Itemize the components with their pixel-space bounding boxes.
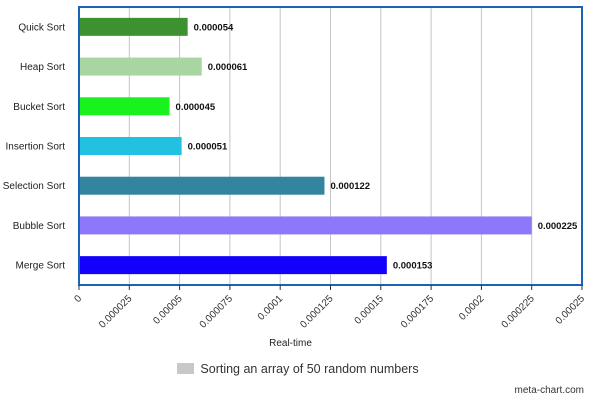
category-label: Merge Sort bbox=[16, 261, 66, 272]
value-label: 0.000054 bbox=[194, 22, 234, 33]
x-tick-label: 0 bbox=[72, 293, 84, 305]
x-tick-label: 0.000125 bbox=[298, 293, 336, 331]
value-label: 0.000045 bbox=[176, 102, 216, 113]
x-tick-label: 0.0002 bbox=[457, 293, 487, 323]
gridlines bbox=[128, 7, 533, 285]
category-label: Bucket Sort bbox=[13, 102, 65, 113]
legend-swatch bbox=[177, 363, 195, 374]
category-label: Heap Sort bbox=[20, 62, 65, 73]
x-tick-labels: 0 0.000025 0.00005 0.000075 0.0001 0.000125 0.… bbox=[72, 285, 587, 331]
category-label: Quick Sort bbox=[18, 22, 65, 33]
category-label: Selection Sort bbox=[3, 181, 65, 192]
x-tick-label: 0.00015 bbox=[353, 293, 387, 327]
x-tick-label: 0.000175 bbox=[399, 293, 437, 331]
x-tick-label: 0.00025 bbox=[554, 293, 588, 327]
bar[interactable] bbox=[79, 256, 387, 275]
value-labels: 0.000054 0.000061 0.000045 0.000051 0.000122… bbox=[176, 22, 579, 271]
category-label: Insertion Sort bbox=[6, 142, 66, 153]
bar[interactable] bbox=[79, 17, 188, 36]
bars bbox=[79, 17, 532, 275]
value-label: 0.000225 bbox=[538, 221, 578, 232]
x-tick-label: 0.00005 bbox=[151, 293, 185, 327]
x-tick-label: 0.0001 bbox=[256, 293, 286, 323]
x-axis-title: Real-time bbox=[269, 338, 312, 349]
value-label: 0.000153 bbox=[393, 261, 433, 272]
legend-label: Sorting an array of 50 random numbers bbox=[200, 362, 419, 376]
bar[interactable] bbox=[79, 57, 202, 76]
x-tick-label: 0.000075 bbox=[198, 293, 236, 331]
category-labels: Quick Sort Heap Sort Bucket Sort Insertion … bbox=[3, 22, 65, 271]
bar[interactable] bbox=[79, 176, 325, 195]
bar[interactable] bbox=[79, 216, 532, 235]
x-tick-label: 0.000225 bbox=[500, 293, 538, 331]
category-label: Bubble Sort bbox=[13, 221, 65, 232]
bar[interactable] bbox=[79, 137, 182, 155]
value-label: 0.000122 bbox=[330, 181, 370, 192]
value-label: 0.000061 bbox=[208, 62, 248, 73]
bar[interactable] bbox=[79, 97, 170, 116]
value-label: 0.000051 bbox=[188, 142, 228, 153]
x-tick-label: 0.000025 bbox=[97, 293, 135, 331]
legend[interactable]: Sorting an array of 50 random numbers bbox=[0, 362, 596, 376]
credit-text: meta-chart.com bbox=[514, 385, 584, 396]
